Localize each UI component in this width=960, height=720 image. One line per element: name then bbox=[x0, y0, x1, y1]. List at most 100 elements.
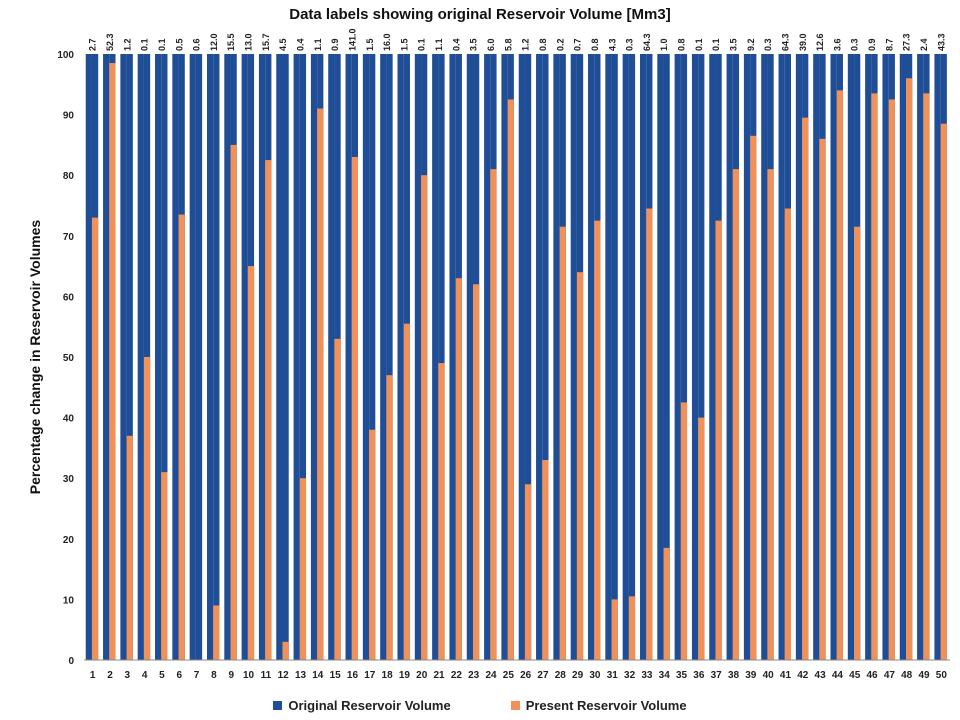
data-label: 6.0 bbox=[486, 38, 496, 51]
bar-present bbox=[403, 323, 410, 660]
bar-original-background bbox=[282, 54, 289, 660]
bar-present bbox=[940, 123, 947, 660]
bar-original-background bbox=[126, 54, 133, 660]
data-label: 9.2 bbox=[746, 38, 756, 51]
bar-original bbox=[432, 54, 439, 660]
data-label: 1.0 bbox=[659, 38, 669, 51]
x-tick-label: 45 bbox=[849, 670, 861, 681]
bar-original bbox=[674, 54, 681, 660]
bar-original bbox=[189, 54, 196, 660]
bar-present bbox=[161, 472, 168, 660]
chart-title: Data labels showing original Reservoir V… bbox=[289, 6, 671, 23]
x-tick-label: 23 bbox=[468, 670, 480, 681]
x-tick-label: 7 bbox=[194, 670, 200, 681]
legend-swatch-present bbox=[510, 701, 520, 710]
bar-present bbox=[455, 278, 462, 660]
y-tick-label: 50 bbox=[63, 353, 75, 364]
data-label: 0.1 bbox=[417, 38, 427, 51]
legend: Original Reservoir Volume Present Reserv… bbox=[0, 698, 960, 713]
bar-original-background bbox=[524, 54, 532, 660]
bar-present bbox=[473, 284, 480, 660]
bar-present bbox=[542, 460, 549, 660]
x-tick-label: 34 bbox=[659, 670, 671, 681]
bar-present bbox=[178, 214, 185, 660]
x-tick-label: 31 bbox=[607, 670, 619, 681]
data-label: 0.9 bbox=[867, 38, 877, 51]
bar-original bbox=[276, 54, 283, 660]
bar-present bbox=[299, 478, 307, 660]
bar-present bbox=[265, 160, 272, 661]
bar-present bbox=[421, 175, 428, 660]
x-tick-label: 50 bbox=[936, 670, 948, 681]
data-label: 4.5 bbox=[278, 38, 288, 51]
y-tick-label: 90 bbox=[63, 111, 75, 122]
x-tick-label: 30 bbox=[589, 670, 601, 681]
bar-original bbox=[155, 54, 162, 660]
x-tick-label: 14 bbox=[312, 670, 324, 681]
data-label: 2.4 bbox=[919, 38, 929, 51]
bar-present bbox=[247, 266, 255, 660]
series-original bbox=[85, 54, 947, 660]
data-label: 4.3 bbox=[607, 38, 617, 51]
bar-present bbox=[438, 363, 445, 660]
bar-present bbox=[750, 135, 757, 660]
bar-original bbox=[206, 54, 214, 660]
x-tick-label: 36 bbox=[693, 670, 705, 681]
data-label: 5.8 bbox=[503, 38, 513, 51]
bar-original bbox=[934, 54, 941, 660]
bar-original bbox=[172, 54, 179, 660]
bar-original-background bbox=[213, 54, 220, 660]
x-tick-label: 16 bbox=[347, 670, 359, 681]
data-label: 27.3 bbox=[902, 33, 912, 51]
legend-item-original: Original Reservoir Volume bbox=[273, 698, 451, 713]
x-tick-label: 18 bbox=[382, 670, 394, 681]
x-tick-label: 40 bbox=[763, 670, 775, 681]
bar-present bbox=[282, 641, 289, 660]
bar-original bbox=[536, 54, 543, 660]
x-tick-label: 38 bbox=[728, 670, 740, 681]
x-tick-label: 47 bbox=[884, 670, 896, 681]
data-label: 1.5 bbox=[365, 38, 375, 51]
data-label: 15.7 bbox=[261, 33, 271, 51]
bar-present bbox=[351, 157, 359, 660]
data-label: 64.3 bbox=[780, 33, 790, 51]
x-tick-label: 24 bbox=[485, 670, 497, 681]
bar-present bbox=[143, 357, 151, 660]
bar-original bbox=[120, 54, 127, 660]
x-tick-label: 8 bbox=[211, 670, 217, 681]
x-tick-label: 37 bbox=[711, 670, 723, 681]
bar-present bbox=[213, 605, 220, 660]
bar-present bbox=[819, 138, 826, 661]
x-tick-label: 21 bbox=[433, 670, 445, 681]
bar-original bbox=[258, 54, 266, 660]
data-label: 0.9 bbox=[330, 38, 340, 51]
data-label: 8.7 bbox=[884, 38, 894, 51]
bar-original bbox=[414, 54, 422, 660]
bar-original bbox=[466, 54, 474, 660]
y-tick-label: 30 bbox=[63, 474, 75, 485]
data-label: 3.5 bbox=[729, 38, 739, 51]
bar-present bbox=[715, 220, 722, 660]
x-tick-label: 3 bbox=[125, 670, 131, 681]
bar-original-background bbox=[195, 54, 203, 660]
bar-present bbox=[871, 93, 878, 660]
y-tick-label: 40 bbox=[63, 414, 75, 425]
data-label: 43.3 bbox=[936, 33, 946, 51]
bar-original-background bbox=[663, 54, 670, 660]
bar-present bbox=[490, 169, 497, 660]
x-tick-label: 44 bbox=[832, 670, 844, 681]
bar-original bbox=[778, 54, 785, 660]
bar-original bbox=[865, 54, 872, 660]
data-label: 141.0 bbox=[347, 28, 357, 51]
bar-original bbox=[137, 54, 144, 660]
bar-original bbox=[224, 54, 231, 660]
bar-present bbox=[646, 208, 653, 660]
bar-original-background bbox=[542, 54, 549, 660]
bar-present bbox=[663, 547, 670, 660]
x-tick-label: 46 bbox=[866, 670, 878, 681]
x-tick-label: 25 bbox=[503, 670, 515, 681]
x-tick-label: 1 bbox=[90, 670, 96, 681]
bar-original bbox=[328, 54, 335, 660]
bar-original-background bbox=[161, 54, 168, 660]
data-label: 0.2 bbox=[555, 38, 565, 51]
